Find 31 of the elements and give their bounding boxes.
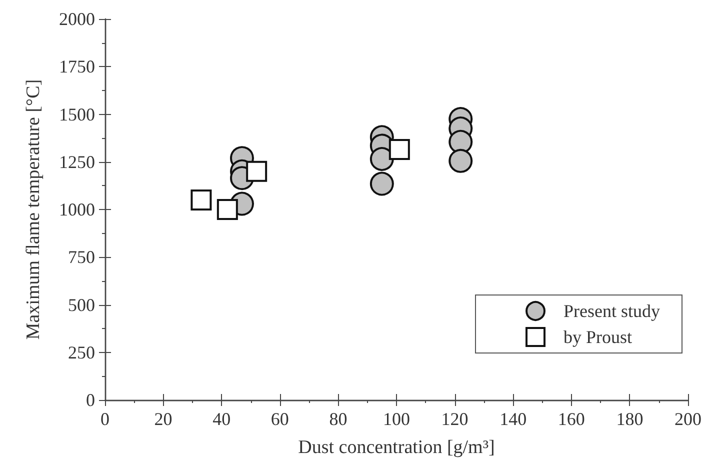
x-tick-label: 140 — [500, 409, 527, 429]
x-tick-label: 100 — [383, 409, 410, 429]
point — [190, 189, 212, 210]
x-tick-label: 160 — [558, 409, 585, 429]
y-tick-label: 2000 — [59, 9, 95, 29]
x-tick-label: 40 — [212, 409, 231, 429]
y-tick-label: 1750 — [59, 56, 95, 77]
y-tick-label: 0 — [86, 390, 95, 410]
y-tick-label: 250 — [68, 342, 95, 362]
point — [246, 160, 268, 182]
y-tick-label: 1000 — [59, 200, 95, 220]
point — [216, 199, 238, 220]
y-tick-label: 1500 — [59, 104, 95, 124]
y-tick-label: 750 — [68, 247, 95, 268]
point — [388, 138, 410, 160]
point — [370, 172, 394, 196]
x-tick-label: 120 — [441, 409, 468, 429]
x-tick-label: 0 — [100, 409, 110, 429]
x-axis-title: Dust concentration [g/m³] — [298, 437, 495, 458]
x-tick-label: 180 — [616, 409, 644, 429]
x-tick-label: 200 — [674, 409, 702, 429]
y-tick-label: 500 — [68, 294, 95, 315]
x-tick-label: 20 — [154, 409, 172, 429]
x-tick-label: 60 — [270, 409, 289, 429]
legend-label: Present study — [564, 301, 660, 321]
y-axis-title: Maximum flame temperature [°C] — [23, 79, 44, 340]
point — [370, 147, 394, 172]
legend-label: by Proust — [564, 327, 632, 347]
y-tick-label: 1250 — [59, 152, 95, 172]
x-tick-label: 80 — [329, 409, 348, 429]
point — [448, 148, 473, 173]
